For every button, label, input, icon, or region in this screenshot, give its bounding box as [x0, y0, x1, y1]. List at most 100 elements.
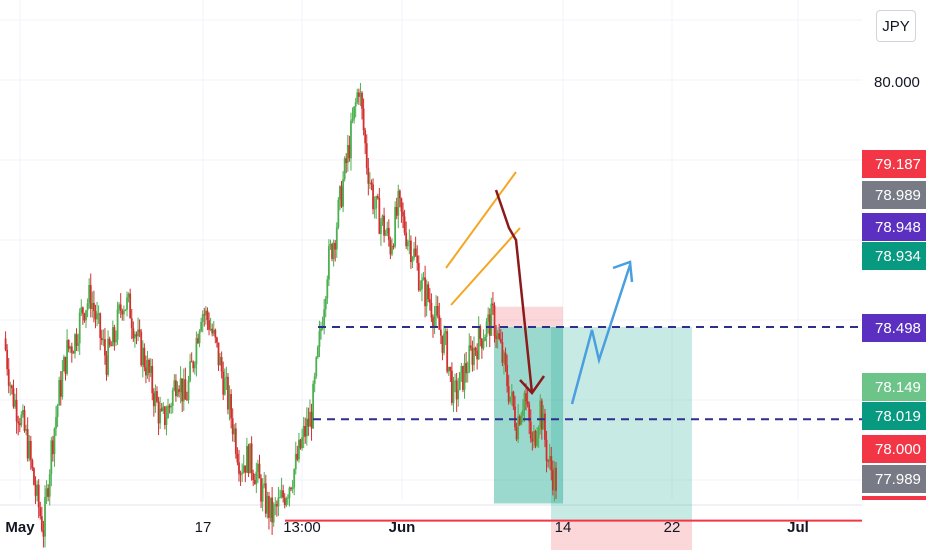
candle-body — [242, 465, 245, 473]
candle-body — [291, 487, 294, 490]
candle-body — [337, 199, 340, 228]
candle-body — [261, 485, 264, 502]
candle-body — [214, 329, 217, 338]
candle-body — [55, 416, 57, 429]
candle-body — [432, 317, 434, 327]
candle-body — [539, 400, 542, 428]
candle-body — [471, 348, 474, 365]
candle-body — [12, 388, 15, 407]
candle-body — [517, 416, 520, 440]
candle-body — [225, 376, 228, 379]
candle-body — [348, 145, 351, 159]
candle-body — [228, 394, 231, 410]
candle-body — [53, 428, 56, 455]
candle-body — [184, 379, 187, 400]
candle-body — [61, 371, 64, 397]
candle-body — [22, 410, 24, 415]
candle-body — [395, 206, 398, 216]
candle-body — [193, 364, 196, 369]
candle-body — [327, 246, 330, 280]
candle-body — [195, 338, 198, 365]
candle-body — [126, 297, 128, 310]
candle-body — [468, 345, 471, 372]
candle-body — [42, 530, 45, 537]
candle-body — [134, 334, 136, 339]
candle-body — [171, 390, 174, 406]
candle-body — [413, 248, 415, 259]
candle-body — [548, 456, 551, 462]
candle-body — [47, 488, 50, 497]
price-label-box — [862, 465, 926, 493]
candle-body — [178, 389, 180, 393]
candle-body — [398, 190, 401, 199]
candle-body — [110, 345, 113, 347]
projection-arrow-down — [494, 189, 534, 394]
candle-body — [446, 331, 449, 372]
candle-body — [460, 365, 463, 373]
candle-body — [499, 338, 502, 342]
candle-body — [477, 326, 480, 360]
candle-body — [416, 255, 419, 264]
candle-body — [343, 158, 346, 180]
currency-badge[interactable]: JPY — [876, 10, 916, 42]
candle-body — [252, 472, 255, 480]
projection-arrow-down-head — [519, 375, 546, 395]
candle-body — [425, 284, 428, 307]
candle-body — [487, 314, 490, 322]
candle-body — [387, 227, 390, 240]
candle-body — [537, 427, 540, 439]
candle-body — [143, 347, 146, 368]
candle-body — [88, 284, 91, 304]
candle-body — [534, 431, 537, 446]
candle-body — [10, 385, 13, 389]
candle-body — [67, 339, 70, 349]
candle-body — [145, 367, 147, 376]
candle-body — [438, 315, 441, 330]
candle-body — [100, 337, 103, 340]
candle-body — [334, 242, 337, 250]
candle-body — [163, 406, 166, 425]
candle-body — [204, 310, 207, 316]
candle-body — [299, 439, 302, 449]
candle-body — [223, 378, 226, 395]
candle-body — [512, 391, 515, 407]
candle-body — [507, 386, 510, 402]
long-position-target-zone — [551, 327, 692, 521]
candle-body — [536, 438, 538, 446]
time-axis-tick-label: 17 — [195, 519, 212, 536]
candle-body — [36, 484, 39, 496]
candle-body — [219, 357, 221, 366]
candle-body — [15, 399, 18, 422]
price-label-text: 79.187 — [875, 156, 921, 173]
time-axis-tick-label: 14 — [555, 519, 572, 536]
candle-body — [94, 311, 97, 320]
candle-body — [458, 372, 461, 391]
candle-body — [160, 408, 163, 411]
channel-upper-line — [445, 171, 517, 269]
candle-body — [353, 106, 356, 120]
candle-body — [480, 338, 483, 349]
time-axis-tick-label: 22 — [664, 519, 681, 536]
candle-body — [553, 467, 556, 491]
candle-body — [449, 366, 452, 371]
price-label-text: 78.948 — [875, 219, 921, 236]
candle-body — [9, 385, 12, 387]
candle-body — [529, 421, 532, 439]
candle-body — [192, 361, 195, 369]
candle-body — [520, 415, 523, 425]
candle-body — [357, 92, 360, 97]
candle-body — [209, 328, 212, 330]
candle-body — [208, 320, 210, 330]
candle-body — [391, 246, 393, 255]
candle-body — [406, 241, 409, 247]
time-axis-tick-label: 13:00 — [283, 519, 321, 536]
candle-body — [179, 378, 182, 393]
candle-body — [381, 215, 384, 222]
candle-body — [154, 391, 157, 407]
candle-body — [97, 313, 100, 315]
candle-body — [108, 338, 111, 346]
projection-arrow-up-head — [612, 260, 634, 283]
